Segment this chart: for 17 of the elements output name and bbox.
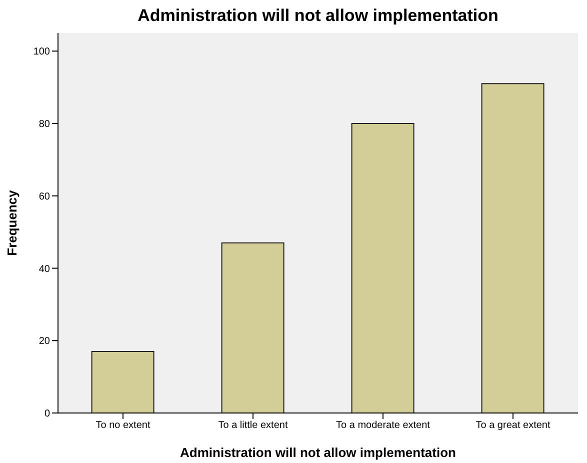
y-tick-label: 40 xyxy=(38,264,50,275)
bar xyxy=(481,83,544,413)
y-tick-label: 80 xyxy=(38,119,50,130)
bar xyxy=(91,350,154,413)
y-axis-title: Frequency xyxy=(4,189,20,256)
bar xyxy=(351,122,414,413)
x-tick-label: To a little extent xyxy=(218,420,288,432)
x-tick-label: To a moderate extent xyxy=(336,420,430,432)
x-axis-title: Administration will not allow implementation xyxy=(180,445,456,460)
x-tick-label: To no extent xyxy=(96,420,150,432)
y-tick-label: 20 xyxy=(38,336,50,348)
x-tick-label: To a great extent xyxy=(476,420,550,432)
y-tick-label: 0 xyxy=(44,408,50,420)
y-tick-label: 60 xyxy=(38,191,50,202)
y-tick-label: 100 xyxy=(33,46,50,58)
bar xyxy=(221,242,284,413)
chart-title: Administration will not allow implementation xyxy=(136,6,500,26)
